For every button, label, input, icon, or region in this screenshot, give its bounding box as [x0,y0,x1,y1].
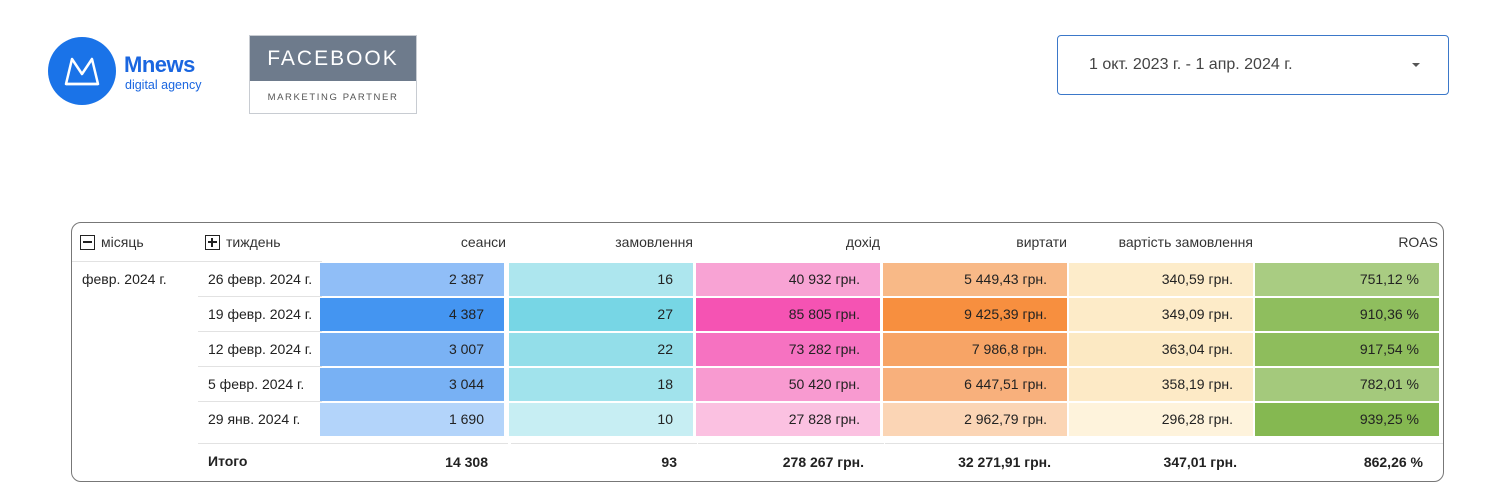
week-cell[interactable]: 19 февр. 2024 г. [198,296,322,331]
sessions-cell: 1 690 [320,403,504,436]
report-table: місяць тиждень сеанси замовлення дохід в… [71,222,1444,482]
orders-cell: 18 [509,368,693,401]
roas-cell: 939,25 % [1255,403,1439,436]
revenue-cell: 40 932 грн. [696,263,880,296]
week-label: 26 февр. 2024 г. [208,271,313,287]
costs-cell: 5 449,43 грн. [883,263,1067,296]
total-order-cost: 347,01 грн. [1071,443,1257,479]
expand-icon[interactable] [205,235,220,250]
total-sessions: 14 308 [322,443,508,479]
sessions-cell: 3 044 [320,368,504,401]
roas-cell: 751,12 % [1255,263,1439,296]
header-month-label: місяць [101,234,144,250]
badge-subtitle: MARKETING PARTNER [267,91,399,103]
header-roas[interactable]: ROAS [1398,234,1438,250]
orders-cell: 16 [509,263,693,296]
week-label: 19 февр. 2024 г. [208,306,313,322]
header-week[interactable]: тиждень [205,223,281,261]
month-label: февр. 2024 г. [82,271,167,287]
roas-cell: 917,54 % [1255,333,1439,366]
header-month[interactable]: місяць [80,223,144,261]
week-label: 29 янв. 2024 г. [208,411,301,427]
sessions-cell: 4 387 [320,298,504,331]
total-roas: 862,26 % [1257,443,1443,479]
chevron-down-icon [1412,63,1420,67]
week-cell[interactable]: 26 февр. 2024 г. [198,261,322,296]
total-costs: 32 271,91 грн. [885,443,1071,479]
costs-cell: 9 425,39 грн. [883,298,1067,331]
orders-cell: 10 [509,403,693,436]
table-header: місяць тиждень сеанси замовлення дохід в… [72,223,1443,261]
week-label: 12 февр. 2024 г. [208,341,313,357]
collapse-icon[interactable] [80,235,95,250]
roas-cell: 910,36 % [1255,298,1439,331]
header-order-cost[interactable]: вартість замовлення [1118,234,1253,250]
costs-cell: 6 447,51 грн. [883,368,1067,401]
header-orders[interactable]: замовлення [615,234,693,250]
revenue-cell: 50 420 грн. [696,368,880,401]
order-cost-cell: 349,09 грн. [1069,298,1253,331]
order-cost-cell: 363,04 грн. [1069,333,1253,366]
logo-tagline: digital agency [125,78,202,92]
orders-cell: 27 [509,298,693,331]
sessions-cell: 3 007 [320,333,504,366]
logo-name: Mnews [124,52,195,77]
total-orders: 93 [511,443,697,479]
totals-row: Итого 14 308 93 278 267 грн. 32 271,91 г… [198,443,1443,479]
order-cost-cell: 358,19 грн. [1069,368,1253,401]
revenue-cell: 73 282 грн. [696,333,880,366]
week-label: 5 февр. 2024 г. [208,376,305,392]
week-cell[interactable]: 29 янв. 2024 г. [198,401,322,436]
badge-title: FACEBOOK [250,36,416,81]
week-cell[interactable]: 12 февр. 2024 г. [198,331,322,366]
order-cost-cell: 296,28 грн. [1069,403,1253,436]
costs-cell: 7 986,8 грн. [883,333,1067,366]
facebook-partner-badge: FACEBOOK MARKETING PARTNER [249,35,417,114]
sessions-cell: 2 387 [320,263,504,296]
date-range-picker[interactable]: 1 окт. 2023 г. - 1 апр. 2024 г. [1057,35,1449,95]
header-week-label: тиждень [226,234,281,250]
revenue-cell: 27 828 грн. [696,403,880,436]
orders-cell: 22 [509,333,693,366]
week-cell[interactable]: 5 февр. 2024 г. [198,366,322,401]
header-costs[interactable]: виртати [1016,234,1067,250]
totals-label: Итого [198,443,322,478]
order-cost-cell: 340,59 грн. [1069,263,1253,296]
month-cell: февр. 2024 г. [72,261,198,481]
header-sessions[interactable]: сеанси [460,234,506,250]
total-revenue: 278 267 грн. [698,443,884,479]
mnews-logo: Mnews digital agency [48,37,228,107]
header-revenue[interactable]: дохід [845,234,880,250]
costs-cell: 2 962,79 грн. [883,403,1067,436]
revenue-cell: 85 805 грн. [696,298,880,331]
date-range-value: 1 окт. 2023 г. - 1 апр. 2024 г. [1089,56,1293,73]
mnews-logo-icon [48,37,116,105]
roas-cell: 782,01 % [1255,368,1439,401]
